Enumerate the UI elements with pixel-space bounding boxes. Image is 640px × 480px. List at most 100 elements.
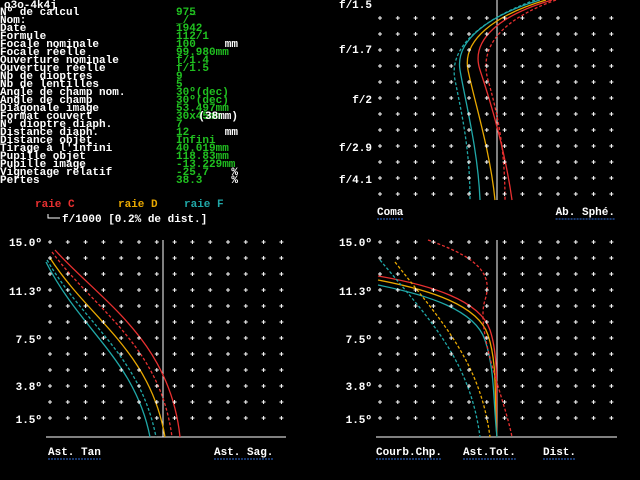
spec-label: Format couvert: [0, 111, 92, 123]
grid-mark: [573, 112, 578, 116]
grid-mark: [591, 304, 596, 308]
grid-mark: [520, 384, 525, 388]
grid-mark: [520, 256, 525, 260]
grid-mark: [573, 256, 578, 260]
grid-mark: [573, 400, 578, 404]
grid-mark: [48, 272, 52, 276]
grid-mark: [502, 368, 507, 372]
grid-mark: [101, 240, 106, 244]
grid-mark: [502, 176, 507, 180]
y-label: 11.3º: [9, 287, 42, 299]
grid-mark: [48, 416, 52, 420]
grid-mark: [538, 64, 543, 68]
grid-mark: [243, 368, 248, 372]
grid-mark: [484, 336, 489, 340]
grid-mark: [538, 304, 543, 308]
grid-mark: [413, 320, 418, 324]
scale-note: f/1000 [0.2% de dist.]: [62, 214, 207, 226]
grid-mark: [484, 16, 489, 20]
grid-mark: [261, 368, 266, 372]
grid-mark: [83, 256, 88, 260]
grid-mark: [591, 160, 596, 164]
grid-mark: [609, 48, 614, 52]
grid-mark: [609, 320, 614, 324]
grid-mark: [378, 112, 382, 116]
grid-mark: [48, 304, 52, 308]
grid-mark: [467, 144, 471, 148]
y-label: f/4.1: [339, 175, 372, 187]
grid-mark: [261, 272, 266, 276]
grid-mark: [226, 288, 230, 292]
grid-mark: [431, 256, 436, 260]
grid-mark: [484, 288, 489, 292]
grid-mark: [243, 240, 248, 244]
spec-label: Diagonale image: [0, 103, 99, 115]
grid-mark: [556, 16, 560, 20]
grid-mark: [190, 288, 195, 292]
y-label: 1.5º: [16, 415, 42, 427]
grid-mark: [538, 336, 543, 340]
grid-mark: [119, 288, 124, 292]
grid-mark: [208, 288, 213, 292]
spec-label: Nb de dioptres: [0, 71, 92, 83]
grid-mark: [520, 112, 525, 116]
curve: [45, 261, 151, 438]
grid-mark: [431, 400, 436, 404]
grid-mark: [190, 240, 195, 244]
grid-mark: [83, 240, 88, 244]
spec-value: 30x45mm: [176, 111, 223, 123]
grid-mark: [538, 176, 543, 180]
grid-mark: [279, 416, 284, 420]
curves: [45, 0, 617, 438]
grid-mark: [226, 384, 230, 388]
y-label: 1.5º: [346, 415, 372, 427]
grid-mark: [378, 128, 382, 132]
grid-mark: [484, 128, 489, 132]
grid-mark: [502, 16, 507, 20]
grid-mark: [502, 192, 507, 196]
grid-mark: [101, 400, 106, 404]
spec-value: _/¯: [175, 14, 196, 27]
grid-mark: [502, 288, 507, 292]
grid-mark: [190, 416, 195, 420]
grid-mark: [520, 32, 525, 36]
grid-mark: [520, 320, 525, 324]
grid-mark: [261, 384, 266, 388]
grid-mark: [243, 272, 248, 276]
grid-mark: [395, 240, 400, 244]
y-label: f/2: [352, 95, 372, 107]
spec-value: 975: [176, 7, 196, 19]
grid-mark: [573, 192, 578, 196]
grid-mark: [395, 144, 400, 148]
grid-mark: [538, 128, 543, 132]
grid-mark: [467, 112, 471, 116]
grid-mark: [467, 352, 471, 356]
y-label: f/1.7: [339, 45, 372, 57]
y-label: 7.5º: [16, 335, 42, 347]
grid-mark: [279, 256, 284, 260]
y-label: f/2.9: [339, 143, 372, 155]
grid-mark: [208, 256, 213, 260]
grid-mark: [413, 192, 418, 196]
grid-mark: [449, 176, 454, 180]
grid-mark: [378, 160, 382, 164]
grid-mark: [502, 80, 507, 84]
grid-mark: [172, 272, 177, 276]
grid-mark: [484, 80, 489, 84]
grid-mark: [413, 384, 418, 388]
grid-mark: [431, 128, 436, 132]
grid-mark: [261, 240, 266, 244]
grid-mark: [591, 32, 596, 36]
grid-mark: [609, 32, 614, 36]
grid-mark: [591, 192, 596, 196]
grid-mark: [520, 48, 525, 52]
grid-mark: [538, 256, 543, 260]
grid-mark: [83, 384, 88, 388]
grid-mark: [591, 16, 596, 20]
grid-mark: [378, 80, 382, 84]
grid-mark: [520, 64, 525, 68]
grid-mark: [154, 336, 159, 340]
grid-mark: [484, 64, 489, 68]
grid-mark: [538, 80, 543, 84]
grid-mark: [83, 400, 88, 404]
